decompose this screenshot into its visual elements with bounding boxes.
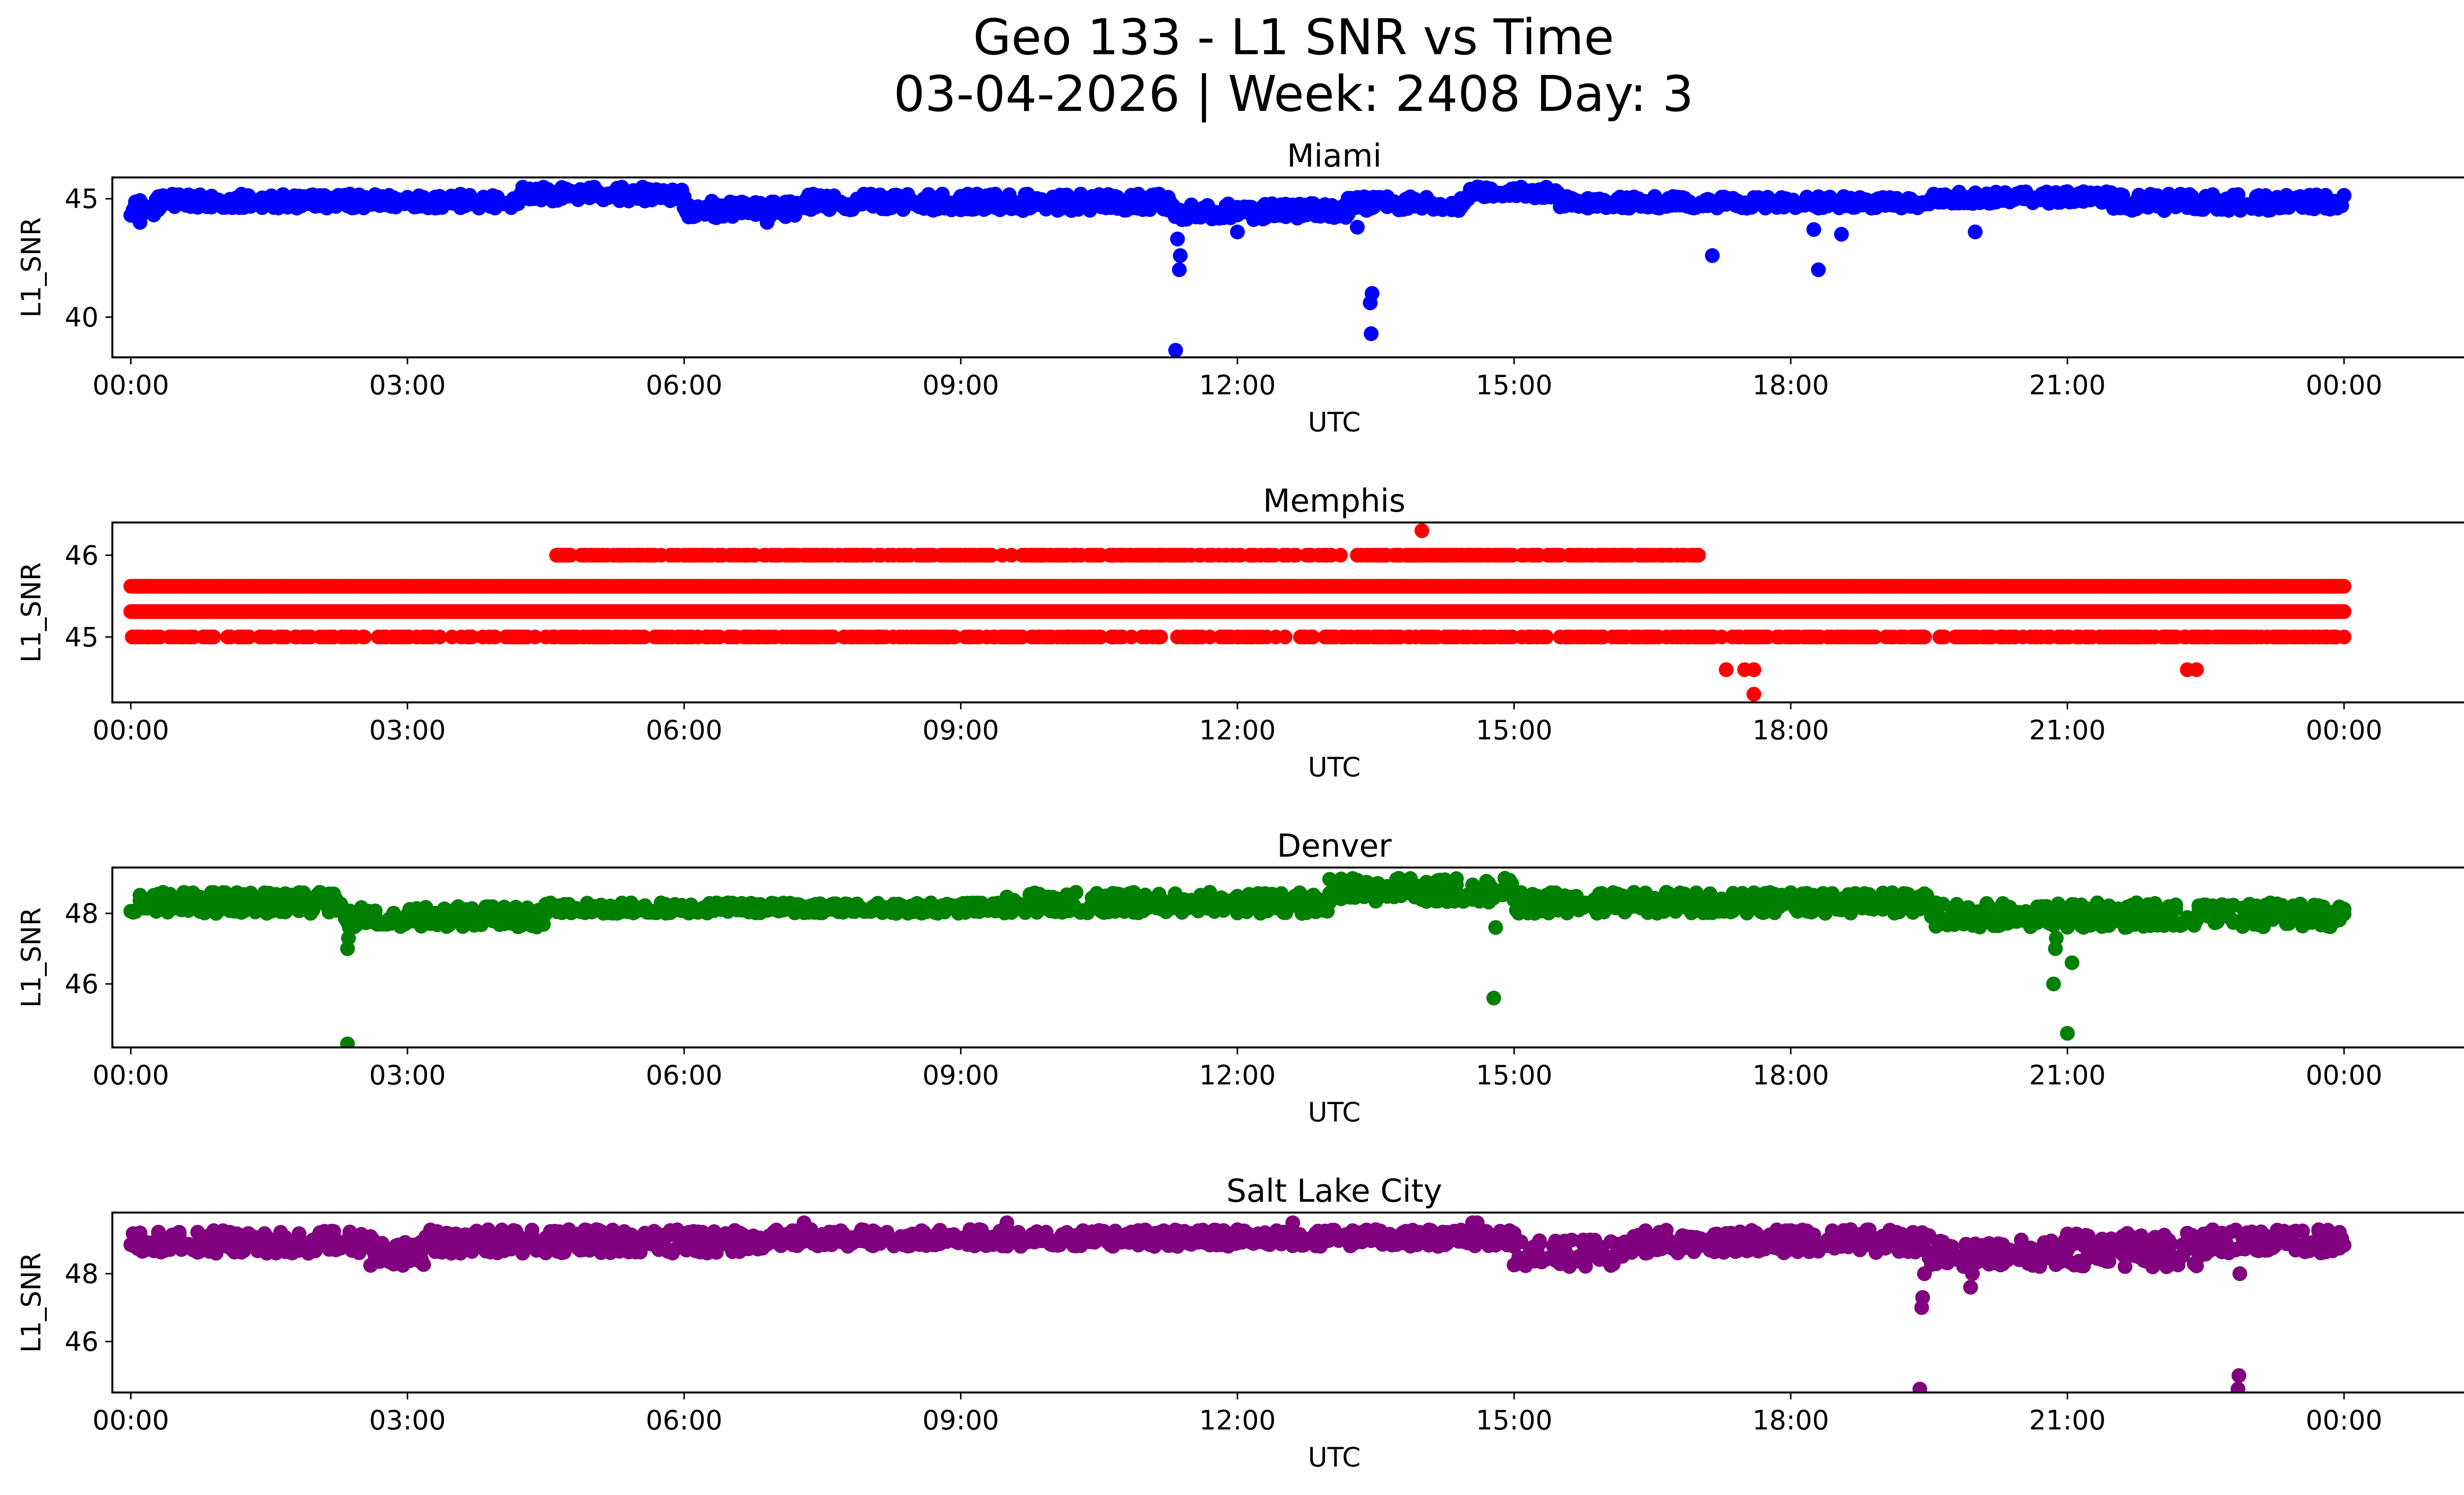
data-point [2336, 188, 2352, 203]
outlier-point [1172, 262, 1187, 278]
x-axis-label: UTC [1308, 407, 1361, 438]
figure-subtitle: 03-04-2026 | Week: 2408 Day: 3 [893, 65, 1693, 123]
subplots: Miami 00:00 03:00 06:00 09:00 12:00 15:00 18:00… [16, 138, 2464, 1473]
x-tick-label: 12:00 [1199, 370, 1276, 401]
outlier-point [1168, 343, 1183, 357]
y-tick-label: 40 [65, 302, 99, 333]
data-point [1691, 548, 1706, 563]
outlier-point [1230, 224, 1245, 240]
outlier-point [1173, 248, 1188, 263]
data-point [563, 548, 578, 563]
outlier-point [1806, 222, 1821, 237]
data-point [357, 629, 372, 645]
data-point [1333, 548, 1348, 563]
figure-title: Geo 133 - L1 SNR vs Time [973, 8, 1614, 66]
x-tick-label: 03:00 [369, 370, 446, 401]
outlier-point [133, 215, 148, 230]
x-tick-label: 18:00 [1752, 370, 1829, 401]
data-point [487, 629, 503, 645]
outlier-point [1350, 219, 1365, 235]
outlier-point [1365, 286, 1380, 301]
data-point [2336, 579, 2352, 594]
y-axis-label: L1_SNR [16, 217, 47, 318]
x-tick-label: 00:00 [2306, 370, 2383, 401]
subplot-title: Miami [1287, 138, 1381, 174]
data-point [432, 629, 447, 645]
data-point [947, 629, 962, 645]
data-point [527, 629, 543, 645]
outlier-point [1170, 231, 1185, 246]
x-tick-label: 06:00 [646, 370, 722, 401]
data-point [637, 629, 652, 645]
outlier-point [759, 215, 775, 230]
data-point [241, 629, 257, 645]
data-point [1288, 548, 1303, 563]
outlier-point [1811, 262, 1826, 278]
data-point [206, 629, 221, 645]
data-point [984, 548, 999, 563]
x-tick-label: 09:00 [923, 370, 999, 401]
subplot-title: Memphis [1263, 483, 1405, 520]
x-tick-label: 21:00 [2029, 370, 2106, 401]
outlier-point [1834, 227, 1849, 242]
data-point [1004, 548, 1019, 563]
subplot-miami: Miami 00:00 03:00 06:00 09:00 12:00 15:00 18:00… [16, 138, 2464, 438]
data-point [825, 629, 841, 645]
y-tick-label: 45 [65, 183, 99, 214]
data-points [123, 179, 2352, 357]
data-point [464, 629, 479, 645]
outlier-point [1705, 248, 1720, 263]
x-tick-label: 00:00 [93, 370, 170, 401]
axes-frame [111, 176, 2464, 358]
outlier-point [1364, 326, 1379, 341]
data-points [123, 523, 2352, 702]
outlier-point [1968, 224, 1983, 240]
x-tick-label: 15:00 [1476, 370, 1553, 401]
data-point [2336, 604, 2352, 619]
